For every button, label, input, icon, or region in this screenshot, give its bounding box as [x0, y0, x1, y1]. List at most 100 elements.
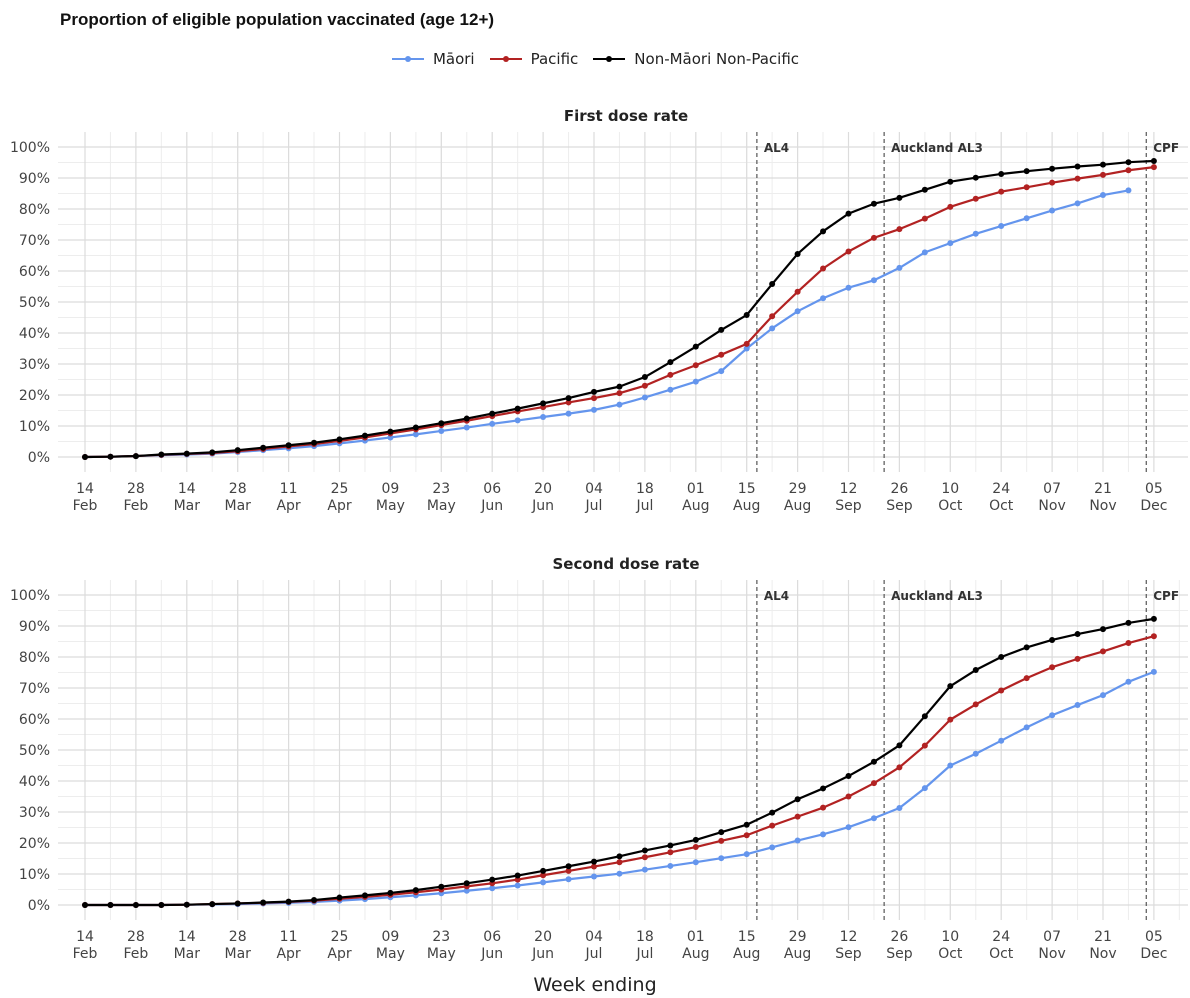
data-point	[515, 882, 521, 888]
data-point	[133, 902, 139, 908]
y-tick-label: 60%	[19, 712, 50, 728]
x-tick-month: Jun	[480, 946, 503, 962]
data-point	[947, 763, 953, 769]
data-point	[1100, 648, 1106, 654]
x-tick-day: 21	[1094, 929, 1112, 945]
x-tick-month: Oct	[989, 498, 1014, 514]
x-tick-label: 26 Sep	[886, 481, 913, 514]
data-point	[896, 764, 902, 770]
data-point	[566, 395, 572, 401]
x-tick-month: Apr	[327, 498, 351, 514]
x-tick-month: Apr	[276, 498, 300, 514]
data-point	[693, 379, 699, 385]
x-tick-day: 28	[127, 481, 145, 497]
x-tick-month: Sep	[886, 946, 913, 962]
x-tick-label: 23 May	[427, 481, 456, 514]
data-point	[413, 425, 419, 431]
data-point	[846, 248, 852, 254]
data-point	[642, 847, 648, 853]
x-tick-label: 06 Jun	[480, 481, 503, 514]
x-tick-day: 05	[1145, 929, 1163, 945]
x-tick-day: 14	[76, 929, 94, 945]
x-tick-label: 09 May	[376, 929, 405, 962]
x-tick-month: Aug	[682, 946, 709, 962]
x-tick-label: 14 Mar	[174, 929, 201, 962]
data-point	[846, 211, 852, 217]
y-tick-label: 70%	[19, 681, 50, 697]
y-tick-label: 0%	[28, 450, 50, 466]
data-point	[998, 738, 1004, 744]
data-point	[1075, 702, 1081, 708]
data-point	[616, 402, 622, 408]
data-point	[1125, 679, 1131, 685]
x-tick-label: 04 Jul	[585, 481, 603, 514]
x-tick-month: Jul	[585, 498, 603, 514]
x-tick-month: Sep	[835, 498, 862, 514]
data-point	[769, 325, 775, 331]
data-point	[540, 414, 546, 420]
annotation-label: Auckland AL3	[891, 141, 983, 155]
x-tick-day: 09	[381, 929, 399, 945]
data-point	[1075, 176, 1081, 182]
data-point	[642, 383, 648, 389]
y-tick-label: 80%	[19, 650, 50, 666]
x-tick-label: 29 Aug	[784, 481, 811, 514]
data-point	[922, 743, 928, 749]
data-point	[820, 266, 826, 272]
data-point	[413, 887, 419, 893]
x-tick-day: 12	[840, 929, 858, 945]
data-point	[820, 805, 826, 811]
data-point	[362, 892, 368, 898]
data-point	[133, 453, 139, 459]
data-point	[871, 759, 877, 765]
x-tick-label: 07 Nov	[1038, 481, 1065, 514]
data-point	[667, 842, 673, 848]
data-point	[667, 387, 673, 393]
data-point	[1075, 631, 1081, 637]
annotation-label: CPF	[1153, 589, 1179, 603]
x-tick-label: 15 Aug	[733, 929, 760, 962]
data-point	[616, 384, 622, 390]
data-point	[82, 454, 88, 460]
x-tick-day: 18	[636, 929, 654, 945]
data-point	[667, 359, 673, 365]
x-tick-month: Mar	[224, 498, 251, 514]
data-point	[1151, 633, 1157, 639]
x-tick-day: 15	[738, 929, 756, 945]
y-tick-label: 70%	[19, 233, 50, 249]
x-tick-month: Nov	[1038, 498, 1065, 514]
x-tick-day: 20	[534, 481, 552, 497]
data-point	[947, 683, 953, 689]
x-axis-label: Week ending	[0, 974, 1190, 996]
x-tick-day: 28	[229, 481, 247, 497]
data-point	[209, 449, 215, 455]
data-point	[718, 352, 724, 358]
data-point	[642, 854, 648, 860]
annotation-label: AL4	[764, 141, 789, 155]
data-point	[1075, 656, 1081, 662]
x-tick-day: 14	[76, 481, 94, 497]
y-tick-label: 10%	[19, 867, 50, 883]
data-point	[235, 447, 241, 453]
data-point	[515, 873, 521, 879]
panel-title: First dose rate	[564, 107, 688, 125]
data-point	[1100, 192, 1106, 198]
data-point	[998, 223, 1004, 229]
data-point	[922, 713, 928, 719]
data-point	[795, 289, 801, 295]
data-point	[896, 742, 902, 748]
data-point	[795, 308, 801, 314]
x-tick-day: 29	[789, 929, 807, 945]
x-tick-label: 06 Jun	[480, 929, 503, 962]
data-point	[107, 454, 113, 460]
data-point	[1100, 626, 1106, 632]
data-point	[337, 436, 343, 442]
x-tick-label: 04 Jul	[585, 929, 603, 962]
data-point	[1151, 158, 1157, 164]
x-tick-label: 07 Nov	[1038, 929, 1065, 962]
data-point	[769, 313, 775, 319]
x-tick-day: 04	[585, 481, 603, 497]
data-point	[286, 899, 292, 905]
data-point	[1125, 159, 1131, 165]
